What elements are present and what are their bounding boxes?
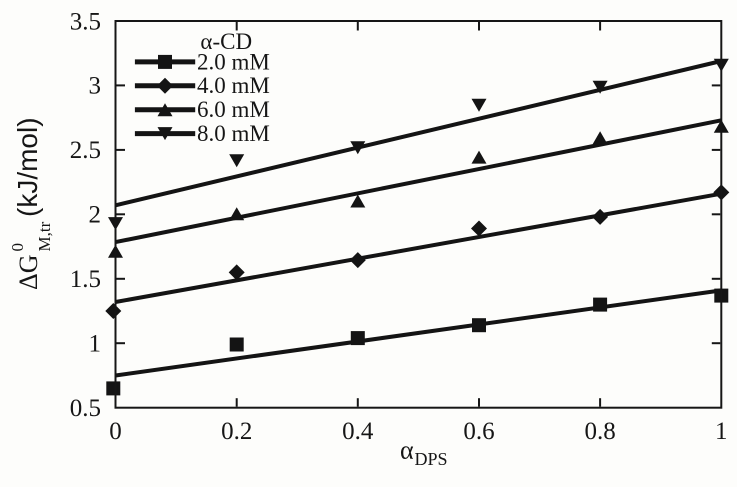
svg-text:4.0 mM: 4.0 mM xyxy=(197,73,270,98)
svg-text:M,tr: M,tr xyxy=(35,221,54,251)
svg-text:0.6: 0.6 xyxy=(463,418,494,445)
svg-text:ΔG: ΔG xyxy=(14,255,43,291)
svg-text:0.2: 0.2 xyxy=(221,418,252,445)
svg-text:2.0 mM: 2.0 mM xyxy=(197,49,270,74)
svg-text:α-CD: α-CD xyxy=(200,29,252,54)
svg-text:α: α xyxy=(400,436,414,465)
svg-text:0.5: 0.5 xyxy=(70,395,101,422)
svg-text:0.8: 0.8 xyxy=(584,418,615,445)
svg-text:3: 3 xyxy=(89,73,102,100)
svg-text:8.0 mM: 8.0 mM xyxy=(197,121,270,146)
svg-text:3.5: 3.5 xyxy=(70,8,101,35)
svg-text:1.5: 1.5 xyxy=(70,266,101,293)
svg-text:1: 1 xyxy=(89,331,102,358)
svg-text:0: 0 xyxy=(109,418,122,445)
svg-text:2.5: 2.5 xyxy=(70,137,101,164)
svg-text:DPS: DPS xyxy=(415,449,448,469)
svg-text:2: 2 xyxy=(89,202,102,229)
svg-text:1: 1 xyxy=(715,418,728,445)
svg-text:0.4: 0.4 xyxy=(342,418,374,445)
svg-text:0: 0 xyxy=(8,243,27,252)
svg-text:6.0 mM: 6.0 mM xyxy=(197,97,270,122)
svg-text:(kJ/mol): (kJ/mol) xyxy=(12,117,43,217)
